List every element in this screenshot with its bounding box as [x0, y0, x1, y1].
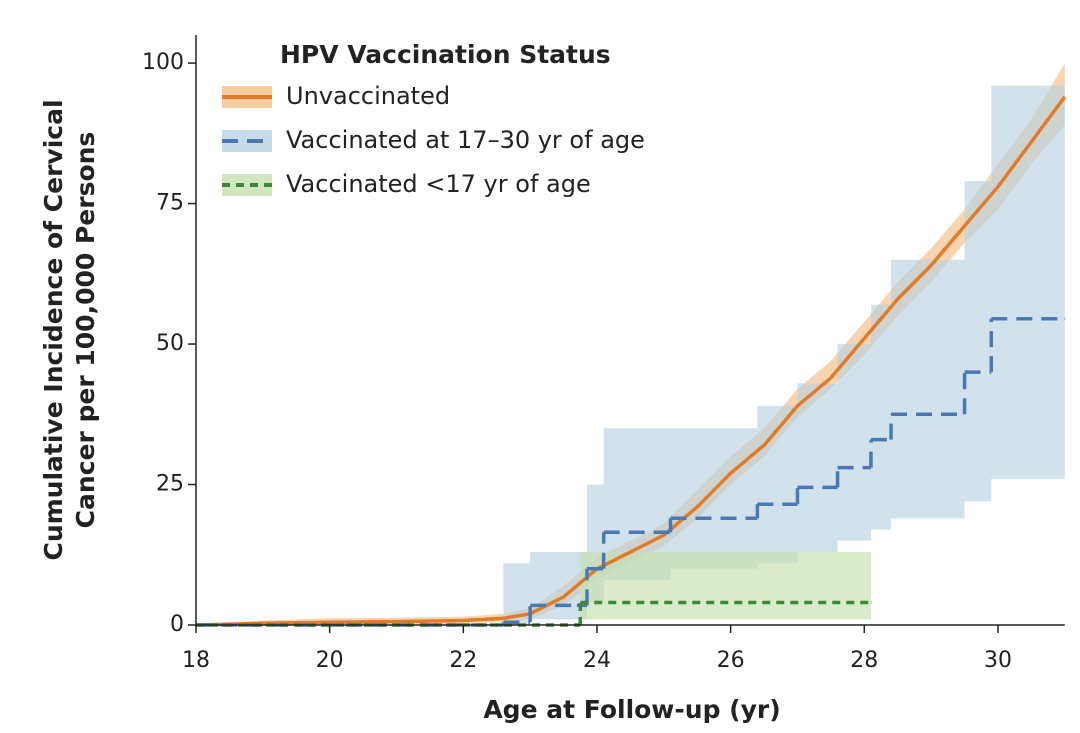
x-tick-label: 24: [583, 648, 611, 673]
y-tick-label: 75: [156, 191, 184, 216]
x-tick-label: 22: [449, 648, 477, 673]
legend-label: Vaccinated at 17–30 yr of age: [286, 126, 645, 154]
legend-title: HPV Vaccination Status: [280, 40, 611, 69]
x-tick-label: 28: [850, 648, 878, 673]
x-tick-label: 30: [984, 648, 1012, 673]
y-axis-title: Cumulative Incidence of Cervical Cancer …: [39, 99, 100, 560]
series-line: [195, 95, 1067, 627]
bands: [196, 63, 1065, 626]
x-tick-label: 26: [717, 648, 745, 673]
y-tick-label: 0: [170, 612, 184, 637]
y-tick-label: 100: [142, 50, 184, 75]
x-tick-label: 20: [316, 648, 344, 673]
x-tick-label: 18: [182, 648, 210, 673]
y-axis-title-line: Cumulative Incidence of Cervical: [39, 99, 68, 560]
y-axis-title-line: Cancer per 100,000 Persons: [71, 132, 100, 529]
legend-label: Unvaccinated: [286, 82, 450, 110]
confidence-band: [196, 535, 871, 625]
legend-label: Vaccinated <17 yr of age: [286, 170, 591, 198]
y-tick-label: 50: [156, 331, 184, 356]
x-axis-title: Age at Follow-up (yr): [483, 695, 780, 724]
legend-band: [222, 174, 272, 196]
confidence-band: [196, 85, 1065, 626]
y-tick-label: 25: [156, 472, 184, 497]
